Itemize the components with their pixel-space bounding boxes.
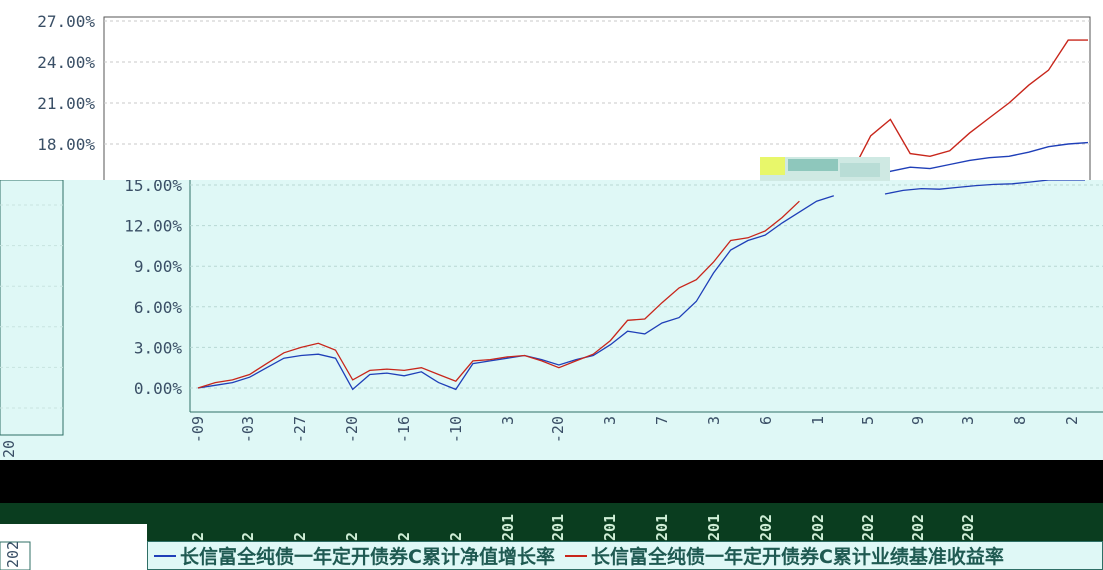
x-tick-fragment: -10 bbox=[447, 416, 465, 443]
x-tick-fragment: 3 bbox=[959, 416, 977, 425]
zoom-series-line-1 bbox=[197, 200, 800, 389]
legend-label-nav: 长信富全纯债一年定开债券C累计净值增长率 bbox=[180, 546, 555, 568]
x-tick-fragment: 7 bbox=[653, 416, 671, 425]
zoom-y-tick-label: 15.00% bbox=[124, 180, 182, 195]
left-strip: 202 bbox=[0, 524, 147, 570]
lower-x-label: 202 bbox=[809, 514, 827, 541]
zoom-y-tick-label: 0.00% bbox=[134, 379, 183, 398]
x-tick-fragment: -09 bbox=[189, 416, 207, 443]
lower-x-label: 201 bbox=[653, 514, 671, 541]
chart-legend: 长信富全纯债一年定开债券C累计净值增长率 长信富全纯债一年定开债券C累计业绩基准… bbox=[147, 541, 1103, 570]
lower-x-label: 201 bbox=[601, 514, 619, 541]
lower-x-label: 2 bbox=[395, 532, 413, 541]
x-tick-fragment: -03 bbox=[239, 416, 257, 443]
x-tick-fragment: 5 bbox=[859, 416, 877, 425]
x-tick-fragment: 9 bbox=[909, 416, 927, 425]
lower-x-label: 202 bbox=[959, 514, 977, 541]
bg-y-tick-label: 21.00% bbox=[37, 94, 95, 113]
background-chart-layer: 18.00% 21.00% 24.00% 27.00% bbox=[0, 0, 1103, 180]
x-tick-fragment: -16 bbox=[395, 416, 413, 443]
plot-frame-top bbox=[103, 16, 1091, 180]
x-tick-fragment: 3 bbox=[705, 416, 723, 425]
zoom-y-tick-label: 12.00% bbox=[124, 217, 182, 236]
lower-x-label: 202 bbox=[909, 514, 927, 541]
zoomed-chart-layer: 0.00% 3.00% 6.00% 9.00% 12.00% 15.00% -09 -03 -… bbox=[0, 180, 1103, 460]
legend-swatch-benchmark bbox=[564, 554, 587, 557]
legend-label-benchmark: 长信富全纯债一年定开债券C累计业绩基准收益率 bbox=[590, 546, 1004, 568]
x-tick-fragment: 3 bbox=[499, 416, 517, 425]
lower-x-label: 2 bbox=[189, 532, 207, 541]
lower-x-label: 201 bbox=[549, 514, 567, 541]
glitch-patch bbox=[760, 157, 890, 181]
lower-x-label: 2 bbox=[291, 532, 309, 541]
lower-x-label: 202 bbox=[859, 514, 877, 541]
side-panel-frame bbox=[0, 180, 64, 436]
left-fragment-1: 20 bbox=[0, 440, 18, 458]
lower-x-label: 202 bbox=[757, 514, 775, 541]
x-tick-fragment: -20 bbox=[549, 416, 567, 443]
bg-series-line-0 bbox=[868, 141, 1089, 180]
lower-x-label: 201 bbox=[705, 514, 723, 541]
lower-x-label: 201 bbox=[499, 514, 517, 541]
zoom-y-tick-label: 6.00% bbox=[134, 298, 183, 317]
x-tick-fragment: 8 bbox=[1011, 416, 1029, 425]
x-tick-fragment: 6 bbox=[757, 416, 775, 425]
x-tick-fragment: 2 bbox=[1063, 416, 1081, 425]
bg-y-tick-label: 18.00% bbox=[37, 135, 95, 154]
bg-y-tick-label: 27.00% bbox=[37, 12, 95, 31]
bg-series-line-1 bbox=[843, 39, 1088, 180]
x-tick-fragment: -20 bbox=[343, 416, 361, 443]
zoom-y-tick-label: 9.00% bbox=[134, 257, 183, 276]
x-tick-fragment: 3 bbox=[601, 416, 619, 425]
zoom-series-line-0-tail bbox=[884, 180, 1085, 195]
bg-y-tick-label: 24.00% bbox=[37, 53, 95, 72]
x-tick-fragment: 1 bbox=[809, 416, 827, 425]
legend-swatch-nav bbox=[154, 554, 176, 557]
lower-x-label: 2 bbox=[239, 532, 257, 541]
x-tick-fragment: -27 bbox=[291, 416, 309, 443]
lower-label-band: 2 2 2 2 2 2 201 201 201 201 201 202 202 202 202 202 bbox=[0, 503, 1103, 543]
lower-x-label: 2 bbox=[447, 532, 465, 541]
zoom-y-tick-label: 3.00% bbox=[134, 338, 183, 357]
lower-x-label: 2 bbox=[343, 532, 361, 541]
left-fragment-0: 202 bbox=[4, 541, 22, 568]
